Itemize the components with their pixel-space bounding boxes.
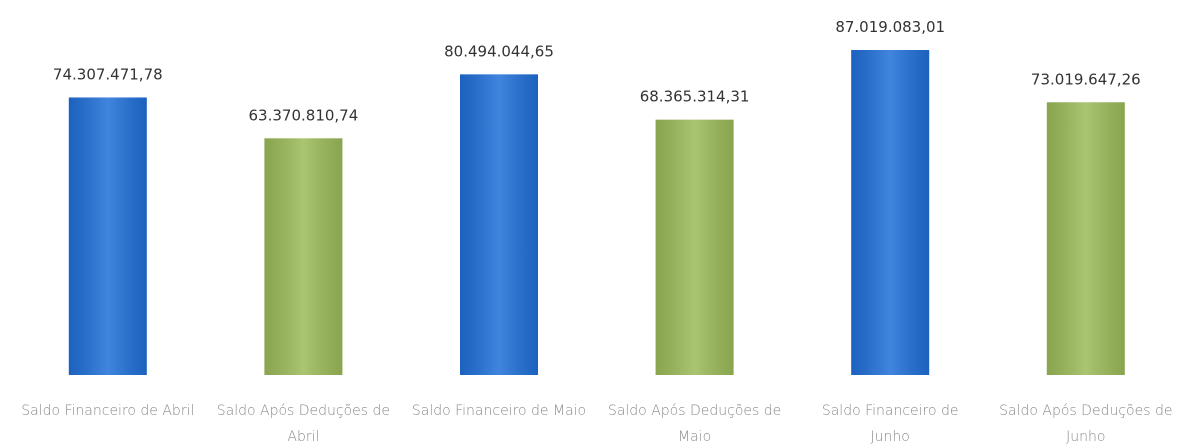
value-label: 68.365.314,31 <box>640 88 750 106</box>
value-label: 80.494.044,65 <box>444 42 554 60</box>
bar <box>460 74 538 375</box>
value-label: 74.307.471,78 <box>53 65 163 83</box>
bar <box>655 119 734 375</box>
x-tick-label: Saldo Financeiro de Junho <box>821 403 959 445</box>
x-tick-label: Saldo Após Deduções de Maio <box>607 403 782 445</box>
x-tick-label: Saldo Após Deduções de Junho <box>999 403 1173 445</box>
value-label: 63.370.810,74 <box>249 106 359 124</box>
bar <box>68 97 147 375</box>
x-tick-label: Saldo Financeiro de Abril <box>21 403 195 419</box>
bar <box>264 138 343 375</box>
x-tick-label: Saldo Após Deduções de Abril <box>216 403 391 445</box>
bar <box>1046 102 1125 375</box>
bar <box>851 50 930 375</box>
value-label: 73.019.647,26 <box>1031 70 1141 88</box>
value-label: 87.019.083,01 <box>835 18 945 36</box>
x-tick-label: Saldo Financeiro de Maio <box>411 403 587 419</box>
